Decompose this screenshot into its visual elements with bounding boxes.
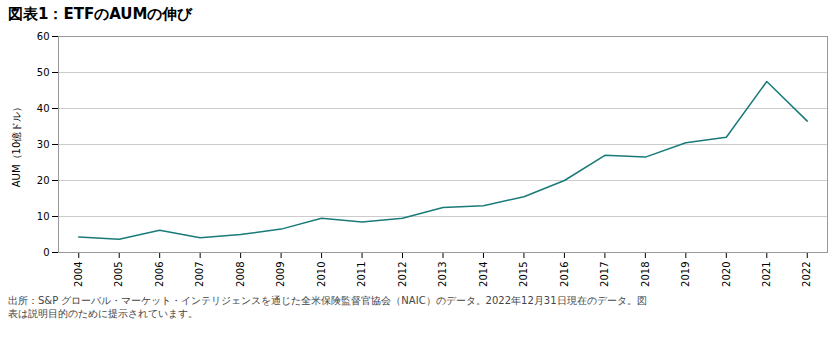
- html-text:表は説明目的のために提示されています。: 表は説明目的のために提示されています。: [8, 308, 198, 319]
- svg-text:2013: 2013: [437, 262, 448, 287]
- svg-text:2017: 2017: [599, 262, 610, 287]
- svg-text:2016: 2016: [559, 262, 570, 287]
- svg-text:2015: 2015: [518, 262, 529, 287]
- svg-text:2007: 2007: [194, 262, 205, 287]
- svg-text:60: 60: [37, 31, 50, 42]
- svg-text:2019: 2019: [680, 262, 691, 287]
- svg-text:2008: 2008: [235, 262, 246, 287]
- svg-text:0: 0: [43, 247, 49, 258]
- svg-text:2004: 2004: [73, 262, 84, 287]
- svg-text:2006: 2006: [154, 262, 165, 287]
- svg-text:2010: 2010: [316, 262, 327, 287]
- svg-text:2018: 2018: [640, 262, 651, 287]
- html-text:出所：S&P グローバル・マーケット・インテリジェンスを通じ: 出所：S&P グローバル・マーケット・インテリジェンスを通じた全米保険監督官協会…: [8, 295, 647, 306]
- svg-text:20: 20: [37, 175, 50, 186]
- svg-text:2012: 2012: [397, 262, 408, 287]
- svg-text:10: 10: [37, 211, 50, 222]
- svg-text:30: 30: [37, 139, 50, 150]
- svg-text:2021: 2021: [761, 262, 772, 287]
- svg-text:2005: 2005: [113, 262, 124, 287]
- svg-text:2020: 2020: [721, 262, 732, 287]
- svg-text:AUM（10億ドル）: AUM（10億ドル）: [11, 102, 22, 188]
- html-text:図表1：ETFのAUMの伸び: 図表1：ETFのAUMの伸び: [8, 5, 193, 23]
- svg-text:2022: 2022: [801, 262, 812, 287]
- svg-text:40: 40: [37, 103, 50, 114]
- svg-text:2011: 2011: [356, 262, 367, 287]
- svg-text:2009: 2009: [275, 262, 286, 287]
- svg-text:50: 50: [37, 67, 50, 78]
- svg-text:2014: 2014: [478, 262, 489, 287]
